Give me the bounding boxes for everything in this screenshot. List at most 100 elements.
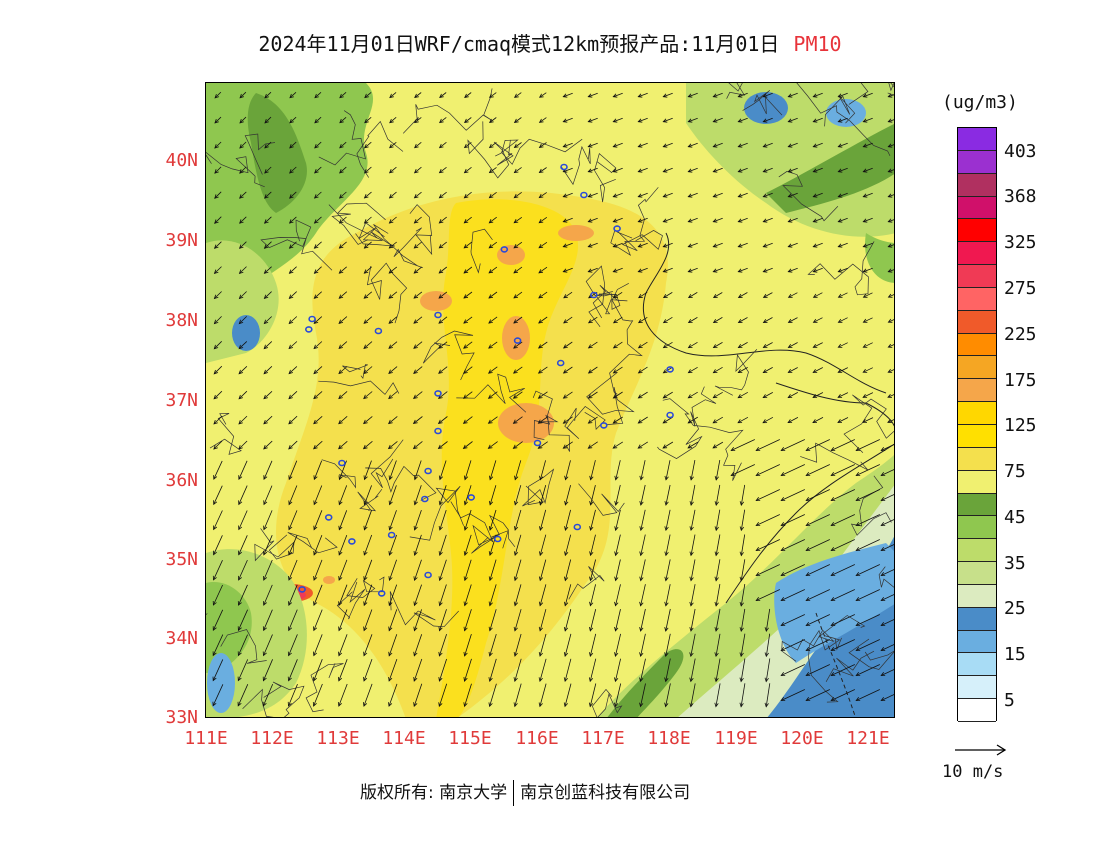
wind-arrow-icon — [712, 366, 723, 374]
wind-arrow-icon — [887, 318, 894, 323]
wind-arrow-icon — [587, 117, 598, 123]
wind-arrow-icon — [855, 564, 880, 576]
wind-arrow-icon — [664, 683, 671, 708]
admin-border-line — [373, 224, 424, 269]
wind-arrow-icon — [637, 366, 648, 374]
lat-label-34n: 34N — [165, 628, 198, 649]
wind-arrow-icon — [830, 514, 855, 526]
wind-arrow-icon — [805, 489, 830, 501]
wind-arrow-icon — [862, 342, 873, 348]
admin-border-line — [591, 688, 623, 717]
wind-arrow-icon — [488, 658, 497, 682]
wind-arrow-icon — [830, 614, 855, 626]
wind-arrow-icon — [887, 418, 894, 423]
wind-arrow-icon — [288, 415, 298, 425]
colorbar-swatch — [958, 287, 996, 311]
admin-border-line — [355, 231, 395, 247]
wind-arrow-icon — [413, 166, 422, 174]
wind-arrow-icon — [538, 584, 547, 607]
admin-border-line — [220, 629, 267, 664]
wind-arrow-icon — [338, 634, 348, 657]
wind-arrow-icon — [862, 317, 873, 323]
wind-arrow-icon — [862, 392, 874, 398]
wind-arrow-icon — [413, 117, 422, 124]
colorbar-label-275: 275 — [1004, 278, 1037, 299]
wind-arrow-icon — [213, 460, 223, 480]
wind-arrow-icon — [662, 366, 673, 374]
colorbar-swatch — [958, 607, 996, 631]
wind-arrow-icon — [714, 509, 721, 532]
wind-arrow-icon — [262, 659, 273, 682]
wind-arrow-icon — [488, 559, 497, 582]
colorbar-swatch — [958, 562, 996, 585]
wind-arrow-icon — [755, 539, 780, 551]
wind-arrow-icon — [805, 614, 830, 626]
wind-arrow-icon — [662, 192, 673, 198]
wind-arrow-icon — [313, 559, 323, 581]
wind-arrow-icon — [737, 217, 748, 223]
city-marker-icon — [377, 590, 386, 597]
wind-arrow-icon — [538, 142, 547, 149]
wind-arrow-icon — [239, 141, 247, 149]
wind-arrow-icon — [462, 416, 473, 424]
wind-arrow-icon — [739, 633, 746, 658]
wind-arrow-icon — [737, 192, 748, 198]
wind-arrow-icon — [837, 117, 848, 123]
wind-arrow-icon — [437, 416, 448, 425]
wind-arrow-icon — [513, 117, 522, 124]
wind-arrow-icon — [737, 342, 748, 349]
hotspot-pingdingshan — [323, 576, 335, 584]
wind-arrow-icon — [587, 267, 598, 273]
admin-border-line — [586, 372, 635, 425]
wind-arrow-icon — [812, 217, 823, 223]
wind-arrow-icon — [837, 367, 848, 373]
blue-southwest — [207, 653, 235, 713]
wind-arrow-icon — [887, 193, 894, 198]
wind-arrow-icon — [388, 191, 397, 199]
wind-arrow-icon — [488, 167, 497, 174]
wind-arrow-icon — [513, 291, 523, 299]
wind-arrow-icon — [263, 216, 272, 224]
colorbar-label-25: 25 — [1004, 598, 1026, 619]
wind-arrow-icon — [739, 683, 746, 708]
wind-arrow-icon — [805, 564, 830, 576]
wind-arrow-icon — [712, 167, 723, 173]
wind-arrow-icon — [388, 683, 398, 707]
wind-arrow-icon — [313, 609, 323, 632]
city-marker-icon — [434, 427, 442, 435]
admin-border-line — [726, 83, 746, 99]
wind-arrow-icon — [262, 683, 274, 707]
wind-arrow-icon — [512, 366, 523, 374]
wind-arrow-icon — [664, 534, 671, 557]
lat-label-33n: 33N — [165, 707, 198, 728]
wind-arrow-icon — [887, 93, 894, 98]
city-marker-icon — [560, 163, 568, 171]
wind-arrow-icon — [263, 535, 273, 556]
admin-border-line — [450, 501, 499, 554]
wind-arrow-icon — [338, 584, 348, 607]
wind-arrow-icon — [687, 341, 698, 349]
city-marker-icon — [374, 327, 383, 335]
city-marker-icon — [666, 366, 674, 373]
admin-border-line — [807, 241, 875, 296]
wind-arrow-icon — [288, 440, 298, 450]
city-marker-icon — [613, 225, 621, 232]
wind-vectors — [212, 91, 894, 708]
wind-arrow-icon — [288, 291, 297, 299]
wind-arrow-icon — [812, 267, 823, 273]
blue-sea — [767, 536, 894, 717]
wind-arrow-icon — [513, 316, 523, 324]
colorbar-swatch — [958, 676, 996, 700]
wind-arrow-icon — [762, 217, 773, 223]
wind-arrow-icon — [855, 464, 880, 476]
wind-arrow-icon — [689, 460, 696, 481]
city-marker-icon — [467, 494, 476, 501]
admin-border-line — [318, 380, 400, 395]
wind-arrow-icon — [587, 167, 598, 173]
wind-arrow-icon — [613, 291, 623, 299]
wind-arrow-icon — [287, 683, 298, 707]
hotspot-beijing — [558, 225, 594, 241]
wind-arrow-icon — [862, 242, 873, 248]
lat-label-36n: 36N — [165, 470, 198, 491]
admin-border-line — [824, 95, 856, 127]
